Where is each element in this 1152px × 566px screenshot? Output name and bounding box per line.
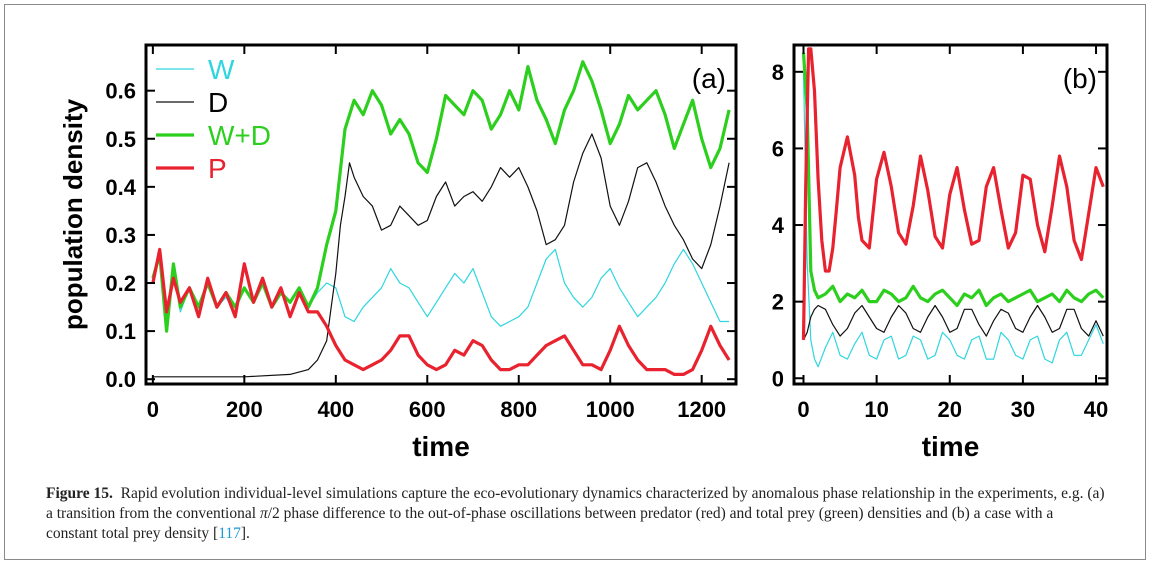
x-tick-label: 0 <box>797 397 809 422</box>
legend-label-w: W <box>208 54 235 85</box>
figure-caption: Figure 15. Rapid evolution individual-le… <box>46 484 1106 544</box>
legend-label-w-plus-d: W+D <box>208 120 271 151</box>
x-axis-label: time <box>412 431 470 462</box>
caption-pi: π <box>259 505 268 522</box>
y-tick-label: 0.6 <box>105 79 136 104</box>
x-tick-label: 600 <box>409 397 446 422</box>
series-line-p <box>801 47 1105 340</box>
legend-label-p: P <box>208 153 227 184</box>
y-tick-label: 0.4 <box>105 175 136 200</box>
caption-reference-link[interactable]: 117 <box>218 525 241 542</box>
series-line-w <box>802 71 1104 368</box>
y-axis-label: population density <box>58 98 88 330</box>
x-tick-label: 20 <box>938 397 962 422</box>
x-tick-label: 200 <box>226 397 263 422</box>
x-axis-label: time <box>922 431 980 462</box>
y-tick-label: 4 <box>772 213 785 238</box>
panel-label: (a) <box>692 63 726 94</box>
legend-label-d: D <box>208 87 228 118</box>
panel-a: 0 200 400 600 800 1000 1200 0.0 0.1 0.2 0.3 0.4 0.5 0… <box>58 43 738 462</box>
x-tick-label: 400 <box>317 397 354 422</box>
caption-text-2: /2 phase difference to the out-of-phase … <box>46 505 1054 542</box>
series-line-w-plus-d <box>801 52 1105 308</box>
plot-frame <box>144 43 738 386</box>
figure-frame <box>4 4 1146 560</box>
figure-charts: 0 200 400 600 800 1000 12000.00.10.20.30.40.50… <box>58 43 1109 462</box>
y-tick-label: 0.3 <box>105 223 136 248</box>
y-tick-label: 2 <box>772 290 784 315</box>
series-line-d <box>152 133 730 378</box>
caption-label: Figure 15. <box>46 485 113 502</box>
y-tick-label: 6 <box>772 136 784 161</box>
y-tick-label: 0.1 <box>105 319 136 344</box>
plot-frame <box>792 43 1109 386</box>
caption-text-3: ]. <box>240 525 250 542</box>
x-tick-label: 40 <box>1084 397 1108 422</box>
caption-text-1: Rapid evolution individual-level simulat… <box>46 485 1105 522</box>
y-tick-label: 0 <box>772 366 784 391</box>
series-line-p <box>151 247 731 376</box>
x-tick-label: 10 <box>864 397 888 422</box>
y-tick-label: 0.0 <box>105 367 136 392</box>
x-tick-label: 30 <box>1011 397 1035 422</box>
x-tick-label: 800 <box>500 397 537 422</box>
x-tick-label: 1200 <box>677 397 726 422</box>
y-tick-label: 0.5 <box>105 127 136 152</box>
x-tick-label: 0 <box>147 397 159 422</box>
panel-label: (b) <box>1063 63 1097 94</box>
series-line-w-plus-d <box>151 60 731 333</box>
series-line-d <box>802 304 1104 341</box>
panel-b: 0 10 20 30 40 0 2 4 6 8 time (b) <box>772 43 1109 462</box>
y-tick-label: 8 <box>772 60 784 85</box>
x-tick-label: 1000 <box>586 397 635 422</box>
y-tick-label: 0.2 <box>105 271 136 296</box>
